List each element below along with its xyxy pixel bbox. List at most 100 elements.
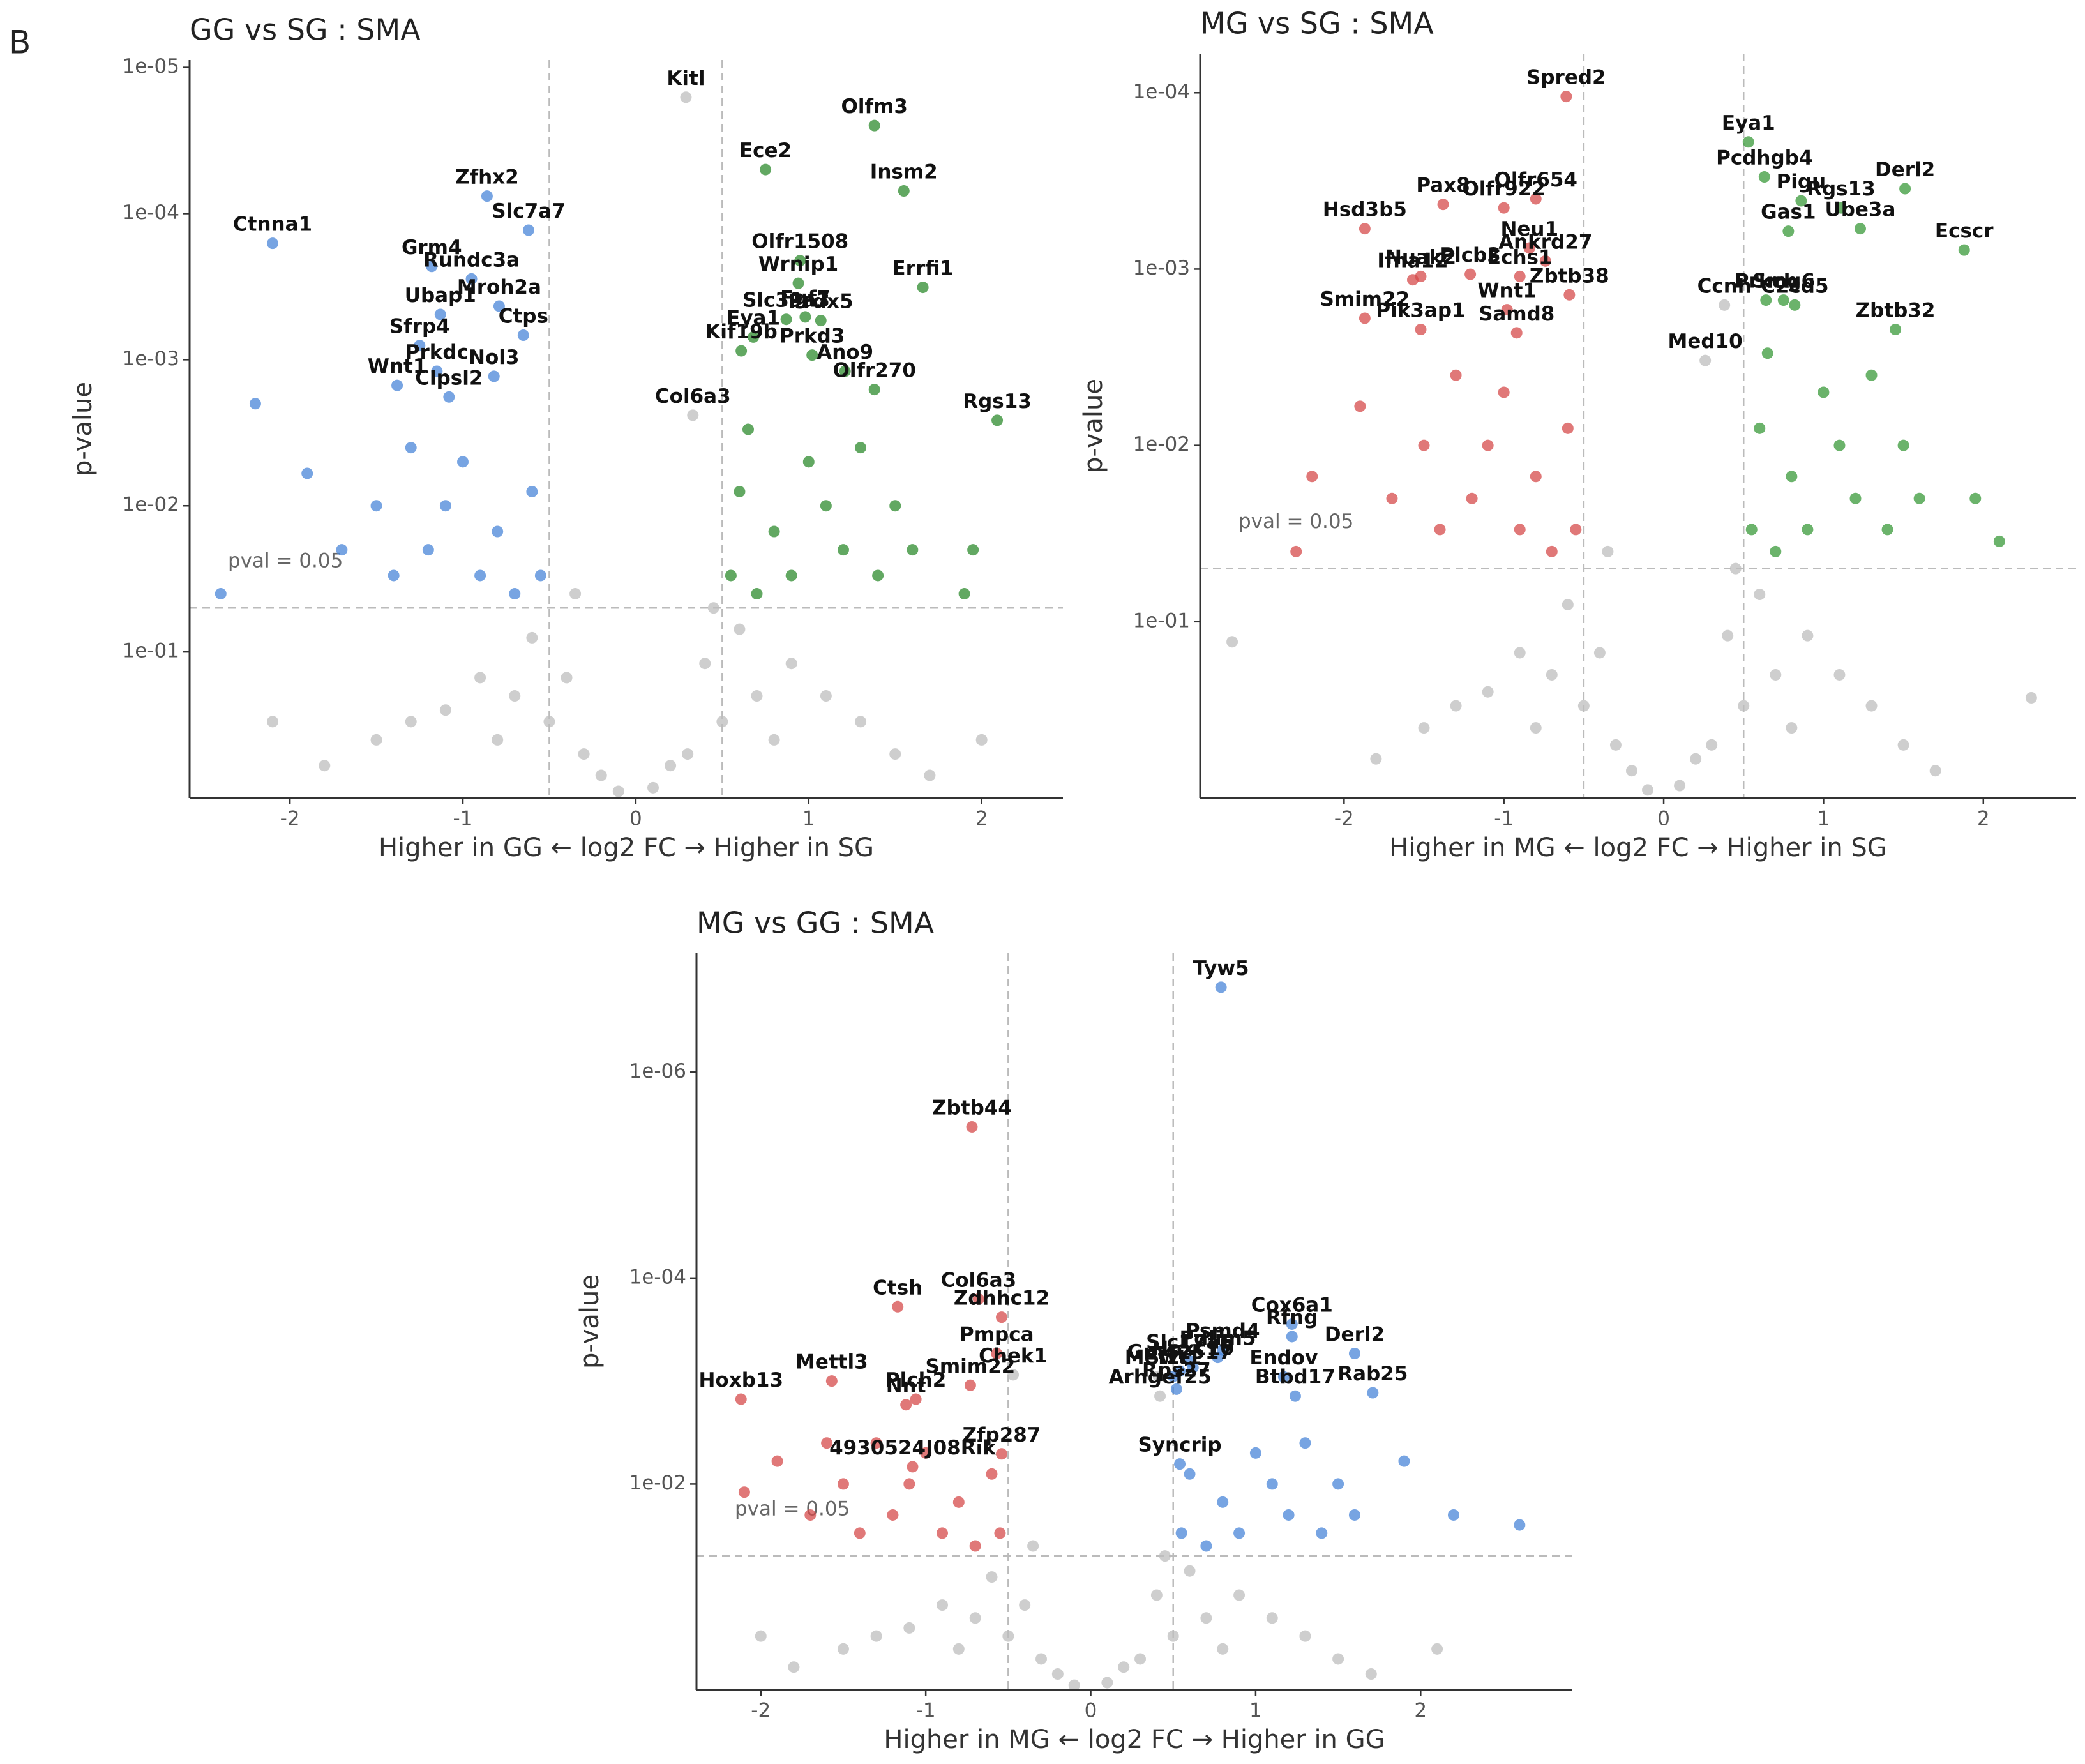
x-tick-label: 0 bbox=[1657, 808, 1670, 831]
point bbox=[870, 1630, 882, 1642]
gene-label: Smim22 bbox=[1320, 288, 1410, 311]
gene-label: Echs1 bbox=[1487, 246, 1553, 269]
x-tick-label: -2 bbox=[280, 808, 300, 831]
point bbox=[1249, 1447, 1261, 1459]
gene-label: Col6a3 bbox=[940, 1269, 1016, 1292]
x-tick-label: 1 bbox=[1818, 808, 1830, 831]
gene-label: Ifna12 bbox=[1377, 250, 1448, 273]
gene-label: Samd8 bbox=[1479, 303, 1554, 326]
gene-label: Psmd4 bbox=[1186, 1320, 1260, 1343]
point bbox=[665, 760, 677, 772]
point bbox=[267, 237, 279, 250]
point bbox=[1546, 545, 1558, 557]
gene-label: Smim22 bbox=[926, 1355, 1016, 1378]
point bbox=[569, 588, 582, 600]
point bbox=[1855, 223, 1867, 235]
gene-label: Zbtb38 bbox=[1530, 264, 1609, 287]
point bbox=[806, 349, 818, 361]
point bbox=[986, 1468, 998, 1480]
point bbox=[517, 329, 529, 342]
point bbox=[1802, 524, 1814, 536]
point bbox=[1266, 1612, 1278, 1624]
point bbox=[1770, 545, 1782, 557]
point bbox=[1777, 294, 1789, 306]
point bbox=[267, 716, 279, 728]
x-tick-label: 0 bbox=[1085, 1700, 1097, 1723]
point bbox=[405, 716, 417, 728]
gene-label: Fgf7 bbox=[780, 287, 830, 310]
y-tick-label: 1e-03 bbox=[1133, 257, 1190, 280]
gene-label: Olfr1508 bbox=[751, 230, 848, 253]
point bbox=[1514, 270, 1526, 282]
point bbox=[1200, 1540, 1212, 1552]
point bbox=[889, 500, 901, 512]
point bbox=[1283, 1509, 1295, 1521]
point bbox=[837, 1643, 849, 1655]
point bbox=[966, 1120, 978, 1133]
point bbox=[839, 365, 851, 377]
point bbox=[1523, 242, 1535, 254]
x-tick-label: -2 bbox=[1334, 808, 1354, 831]
point bbox=[1674, 780, 1686, 792]
point bbox=[920, 1447, 932, 1459]
point bbox=[1035, 1653, 1048, 1665]
point bbox=[1498, 386, 1510, 398]
point bbox=[1754, 422, 1766, 434]
gene-label: Arhgef25 bbox=[1108, 1366, 1211, 1389]
point bbox=[1200, 1612, 1212, 1624]
point bbox=[1738, 700, 1750, 712]
point bbox=[492, 525, 504, 538]
point bbox=[1019, 1599, 1031, 1611]
point bbox=[1539, 255, 1551, 267]
gene-label: Mroh2a bbox=[457, 276, 541, 299]
gene-label: Prkch bbox=[1735, 270, 1798, 293]
point bbox=[1899, 183, 1911, 195]
x-tick-label: -2 bbox=[751, 1700, 771, 1723]
y-tick-label: 1e-02 bbox=[123, 494, 179, 516]
point bbox=[1365, 1668, 1377, 1680]
gene-label: Olfr922 bbox=[1462, 177, 1545, 200]
gene-label: Ano9 bbox=[817, 341, 873, 364]
point bbox=[1754, 589, 1766, 601]
point bbox=[996, 1311, 1008, 1323]
point bbox=[952, 1496, 965, 1508]
point bbox=[1286, 1331, 1298, 1343]
point bbox=[1642, 784, 1654, 796]
point bbox=[1514, 647, 1526, 659]
point bbox=[492, 734, 504, 746]
point bbox=[780, 313, 792, 326]
gene-label: Zdhhc12 bbox=[954, 1287, 1050, 1310]
gene-label: Ecscr bbox=[1935, 220, 1994, 243]
point bbox=[1690, 753, 1702, 765]
point bbox=[578, 748, 590, 760]
point bbox=[1359, 312, 1371, 324]
gene-label: Eya1 bbox=[1722, 112, 1775, 135]
point bbox=[1447, 1509, 1459, 1521]
point bbox=[1609, 739, 1622, 751]
point bbox=[1770, 668, 1782, 681]
point bbox=[1562, 599, 1574, 611]
point bbox=[735, 345, 748, 357]
point bbox=[1212, 1352, 1224, 1364]
point bbox=[534, 569, 546, 582]
point bbox=[760, 163, 772, 176]
point bbox=[1993, 535, 2005, 547]
point bbox=[522, 224, 534, 236]
gene-label: Zbtb32 bbox=[1856, 299, 1936, 322]
gene-label: Derl2 bbox=[1325, 1323, 1385, 1346]
point bbox=[1299, 1630, 1311, 1642]
point bbox=[837, 544, 849, 556]
y-tick-label: 1e-02 bbox=[629, 1472, 686, 1495]
point bbox=[1602, 545, 1614, 557]
point bbox=[1174, 1458, 1186, 1470]
gene-label: C2cd5 bbox=[1761, 275, 1828, 298]
point bbox=[1226, 636, 1238, 648]
point bbox=[1134, 1653, 1147, 1665]
point bbox=[1215, 981, 1227, 993]
point bbox=[1370, 753, 1382, 765]
point bbox=[792, 277, 804, 289]
point bbox=[924, 769, 936, 781]
point bbox=[1170, 1383, 1182, 1395]
gene-label: Prkdc bbox=[405, 341, 469, 364]
